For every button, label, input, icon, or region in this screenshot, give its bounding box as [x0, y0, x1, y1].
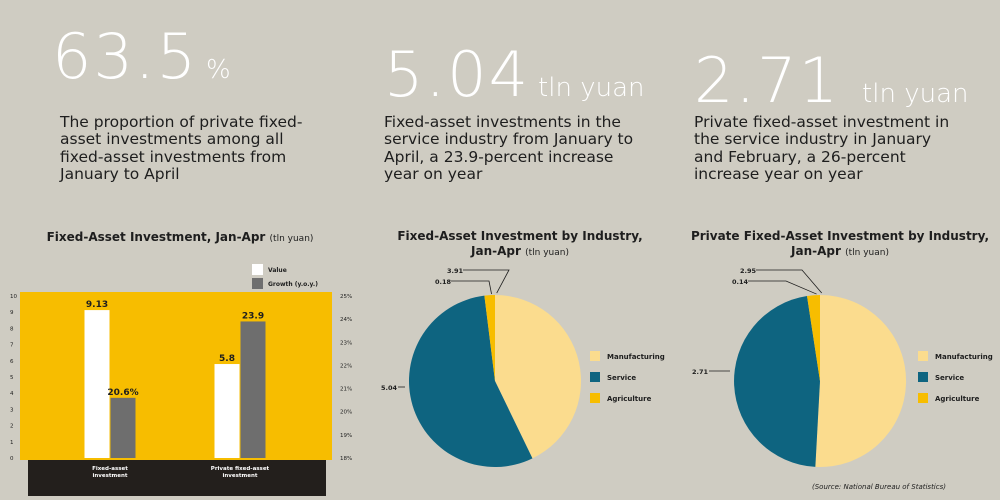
- bar-y-right-tick-label: 18%: [340, 456, 352, 462]
- pie-chart-1: 3.91 0.18 5.04 Manufacturing Service Agricult…: [381, 267, 665, 467]
- bar-y-right-tick-label: 25%: [340, 294, 352, 300]
- bar-growth-1: [110, 397, 136, 458]
- bar-y-right-tick-label: 20%: [340, 410, 352, 416]
- pie-callout-line: [756, 269, 823, 294]
- stat-1-unit: %: [206, 55, 231, 85]
- bar-growth-label: 20.6%: [107, 388, 138, 398]
- bar-chart: 0 1 2 3 4 5 6 7 8 9 10 18% 19% 20% 21% 22% 23% 24% 25% 9.13…: [10, 264, 352, 496]
- pie-legend-label-manufacturing: Manufacturing: [607, 353, 665, 361]
- bar-chart-title: Fixed-Asset Investment, Jan-Apr (tln yua…: [30, 230, 330, 245]
- bar-category-label: Fixed-asset: [92, 466, 128, 472]
- bar-y-right-tick-label: 23%: [340, 340, 352, 346]
- stat-1-figure: 63.5%: [52, 26, 231, 88]
- bar-category-label: investment: [92, 473, 127, 479]
- bar-y-left-tick-label: 6: [10, 359, 14, 365]
- pie-callout-line: [451, 280, 492, 295]
- pie-callout-line: [463, 269, 510, 294]
- legend-swatch-value: [252, 264, 263, 275]
- bar-y-left-tick-label: 2: [10, 424, 14, 430]
- stat-3-figure: 2.71 tln yuan: [694, 50, 968, 112]
- pie-legend-swatch-manufacturing: [918, 351, 928, 361]
- bar-y-left-tick-label: 8: [10, 326, 14, 332]
- bar-y-right-tick-label: 21%: [340, 387, 352, 393]
- stat-1-value: 63.5: [52, 20, 199, 93]
- bar-y-right-tick-label: 24%: [340, 317, 352, 323]
- pie-chart-1-title-text: Fixed-Asset Investment by Industry, Jan-…: [397, 229, 643, 258]
- bar-value-2: [214, 364, 240, 458]
- pie-chart-2-title-text: Private Fixed-Asset Investment by Indust…: [690, 229, 990, 258]
- bar-growth-2: [240, 321, 266, 458]
- stat-3-description: Private fixed-asset investment in the se…: [694, 113, 950, 184]
- pie-legend-swatch-service: [918, 372, 928, 382]
- stat-2-value: 5.04: [384, 38, 531, 111]
- pie-value-label-manufacturing: 3.91: [447, 267, 464, 275]
- bar-y-left-tick-label: 1: [10, 440, 14, 446]
- pie-slice-manufacturing: [495, 295, 582, 459]
- source-note: (Source: National Bureau of Statistics): [812, 483, 946, 491]
- bar-y-right-tick-label: 19%: [340, 433, 352, 439]
- bar-value-label: 5.8: [219, 354, 235, 364]
- stat-1-description: The proportion of private fixed-asset in…: [60, 113, 303, 184]
- stat-3-unit: tln yuan: [862, 79, 969, 109]
- pie-chart-1-title-unit: (tln yuan): [525, 248, 569, 258]
- bar-y-left-tick-label: 10: [10, 294, 17, 300]
- pie-slice-service: [734, 295, 820, 467]
- pie-chart-2-title-unit: (tln yuan): [845, 248, 889, 258]
- bar-y-right-tick-label: 22%: [340, 363, 352, 369]
- pie-callout-line: [748, 280, 817, 295]
- pie-value-label-agriculture: 0.18: [435, 278, 452, 286]
- bar-chart-title-text: Fixed-Asset Investment, Jan-Apr: [46, 230, 266, 244]
- bar-chart-panel: [20, 292, 332, 460]
- bar-chart-category-band: [28, 460, 326, 496]
- pie-value-label-manufacturing: 2.95: [740, 267, 757, 275]
- pie-slice-agriculture: [484, 295, 495, 381]
- pie-legend-swatch-agriculture: [590, 393, 600, 403]
- pie-value-label-agriculture: 0.14: [732, 278, 749, 286]
- pie-chart-2-title: Private Fixed-Asset Investment by Indust…: [690, 229, 990, 259]
- pie-legend-swatch-manufacturing: [590, 351, 600, 361]
- legend-swatch-growth: [252, 278, 263, 289]
- bar-y-left-tick-label: 4: [10, 391, 14, 397]
- bar-y-left-tick-label: 9: [10, 310, 14, 316]
- pie-slice-agriculture: [807, 295, 820, 381]
- pie-legend-label-service: Service: [607, 374, 636, 382]
- pie-legend-swatch-service: [590, 372, 600, 382]
- pie-legend-label-manufacturing: Manufacturing: [935, 353, 993, 361]
- pie-chart-2: 2.95 0.14 2.71 Manufacturing Service Agricult…: [692, 267, 993, 467]
- bar-y-left-tick-label: 7: [10, 343, 14, 349]
- stat-2-description: Fixed-asset investments in the service i…: [384, 113, 634, 184]
- stat-3-value: 2.71: [694, 44, 841, 117]
- bar-y-left-tick-label: 5: [10, 375, 14, 381]
- bar-y-left-tick-label: 3: [10, 407, 14, 413]
- pie-value-label-service: 5.04: [381, 384, 398, 392]
- bar-value-1: [84, 310, 110, 458]
- pie-value-label-service: 2.71: [692, 368, 709, 376]
- pie-legend-label-service: Service: [935, 374, 964, 382]
- bar-category-label: investment: [222, 473, 257, 479]
- stat-2-figure: 5.04 tln yuan: [384, 44, 644, 106]
- pie-chart-1-title: Fixed-Asset Investment by Industry, Jan-…: [385, 229, 655, 259]
- pie-legend-label-agriculture: Agriculture: [607, 395, 652, 403]
- pie-legend-label-agriculture: Agriculture: [935, 395, 980, 403]
- bar-y-left-tick-label: 0: [10, 456, 14, 462]
- bar-value-label: 9.13: [86, 300, 108, 310]
- bar-category-label: Private fixed-asset: [211, 466, 270, 472]
- pie-legend-swatch-agriculture: [918, 393, 928, 403]
- pie-slice-service: [409, 295, 533, 467]
- bar-chart-title-unit: (tln yuan): [269, 234, 314, 244]
- legend-label-value: Value: [268, 267, 287, 274]
- legend-label-growth: Growth (y.o.y.): [268, 281, 318, 288]
- stat-2-unit: tln yuan: [538, 73, 645, 103]
- pie-slice-manufacturing: [815, 294, 907, 467]
- bar-growth-label: 23.9: [242, 311, 264, 321]
